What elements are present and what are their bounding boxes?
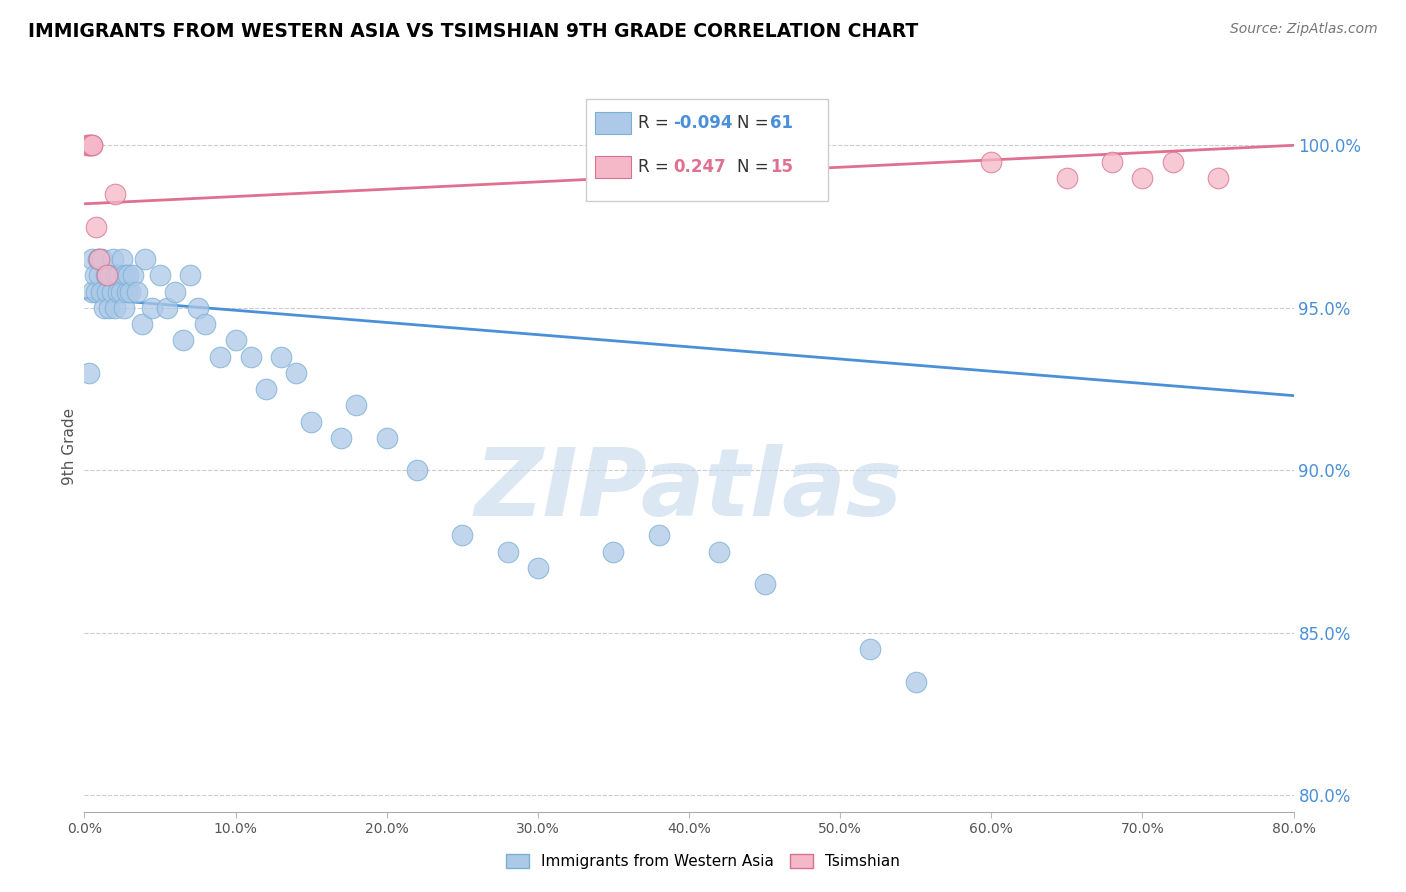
Point [110, 285, 132, 299]
Point [96, 268, 118, 283]
Point [859, 642, 882, 657]
Point [89, 252, 111, 266]
Point [100, 285, 122, 299]
Point [1056, 170, 1078, 185]
Point [76, 138, 98, 153]
Point [1206, 170, 1229, 185]
Point [1101, 154, 1123, 169]
Point [105, 268, 128, 283]
Point [187, 301, 209, 315]
Point [131, 317, 153, 331]
Point [709, 544, 731, 558]
FancyBboxPatch shape [595, 155, 631, 178]
Point [96, 285, 118, 299]
Point [121, 268, 143, 283]
Point [77, 366, 100, 380]
Point [104, 301, 127, 315]
Point [97, 301, 120, 315]
Point [270, 350, 292, 364]
Text: R =: R = [638, 113, 673, 132]
Text: ZIPatlas: ZIPatlas [475, 444, 903, 536]
Point [77, 138, 100, 153]
Point [149, 268, 172, 283]
Point [172, 334, 194, 348]
Point [89, 268, 111, 283]
Point [406, 463, 429, 477]
Text: N =: N = [737, 113, 775, 132]
Point [90, 285, 112, 299]
Point [134, 252, 156, 266]
Point [980, 154, 1002, 169]
FancyBboxPatch shape [595, 112, 631, 134]
Point [80, 252, 103, 266]
Point [79, 138, 101, 153]
Point [117, 268, 139, 283]
Point [86, 285, 108, 299]
Point [754, 577, 776, 591]
Text: -0.094: -0.094 [673, 113, 733, 132]
Point [104, 187, 127, 202]
Point [239, 350, 262, 364]
Text: 15: 15 [770, 158, 793, 176]
Text: IMMIGRANTS FROM WESTERN ASIA VS TSIMSHIAN 9TH GRADE CORRELATION CHART: IMMIGRANTS FROM WESTERN ASIA VS TSIMSHIA… [28, 22, 918, 41]
Y-axis label: 9th Grade: 9th Grade [62, 408, 77, 484]
Point [904, 674, 927, 689]
Point [179, 268, 201, 283]
Point [112, 301, 135, 315]
Point [96, 268, 118, 283]
Text: N =: N = [737, 158, 775, 176]
Point [127, 285, 149, 299]
Point [91, 252, 114, 266]
Point [118, 285, 141, 299]
Point [80, 138, 103, 153]
Point [330, 431, 353, 445]
Point [114, 268, 136, 283]
Text: 61: 61 [770, 113, 793, 132]
Point [225, 334, 247, 348]
Point [194, 317, 217, 331]
Point [451, 528, 474, 542]
Point [165, 285, 187, 299]
Text: R =: R = [638, 158, 673, 176]
Point [1132, 170, 1154, 185]
Point [254, 382, 277, 396]
Point [80, 138, 103, 153]
Point [156, 301, 179, 315]
FancyBboxPatch shape [586, 99, 828, 201]
Point [101, 252, 124, 266]
Point [285, 366, 308, 380]
Legend: Immigrants from Western Asia, Tsimshian: Immigrants from Western Asia, Tsimshian [501, 847, 905, 875]
Point [86, 219, 108, 234]
Point [141, 301, 163, 315]
Point [80, 285, 103, 299]
Text: Source: ZipAtlas.com: Source: ZipAtlas.com [1230, 22, 1378, 37]
Point [527, 561, 550, 575]
Point [115, 285, 138, 299]
Text: 0.247: 0.247 [673, 158, 725, 176]
Point [108, 268, 131, 283]
Point [84, 268, 107, 283]
Point [346, 398, 368, 412]
Point [93, 301, 115, 315]
Point [89, 252, 111, 266]
Point [209, 350, 232, 364]
Point [496, 544, 519, 558]
Point [375, 431, 398, 445]
Point [98, 268, 121, 283]
Point [107, 285, 129, 299]
Point [602, 544, 624, 558]
Point [1161, 154, 1184, 169]
Point [648, 528, 671, 542]
Point [87, 252, 110, 266]
Point [111, 252, 134, 266]
Point [94, 268, 117, 283]
Point [299, 415, 322, 429]
